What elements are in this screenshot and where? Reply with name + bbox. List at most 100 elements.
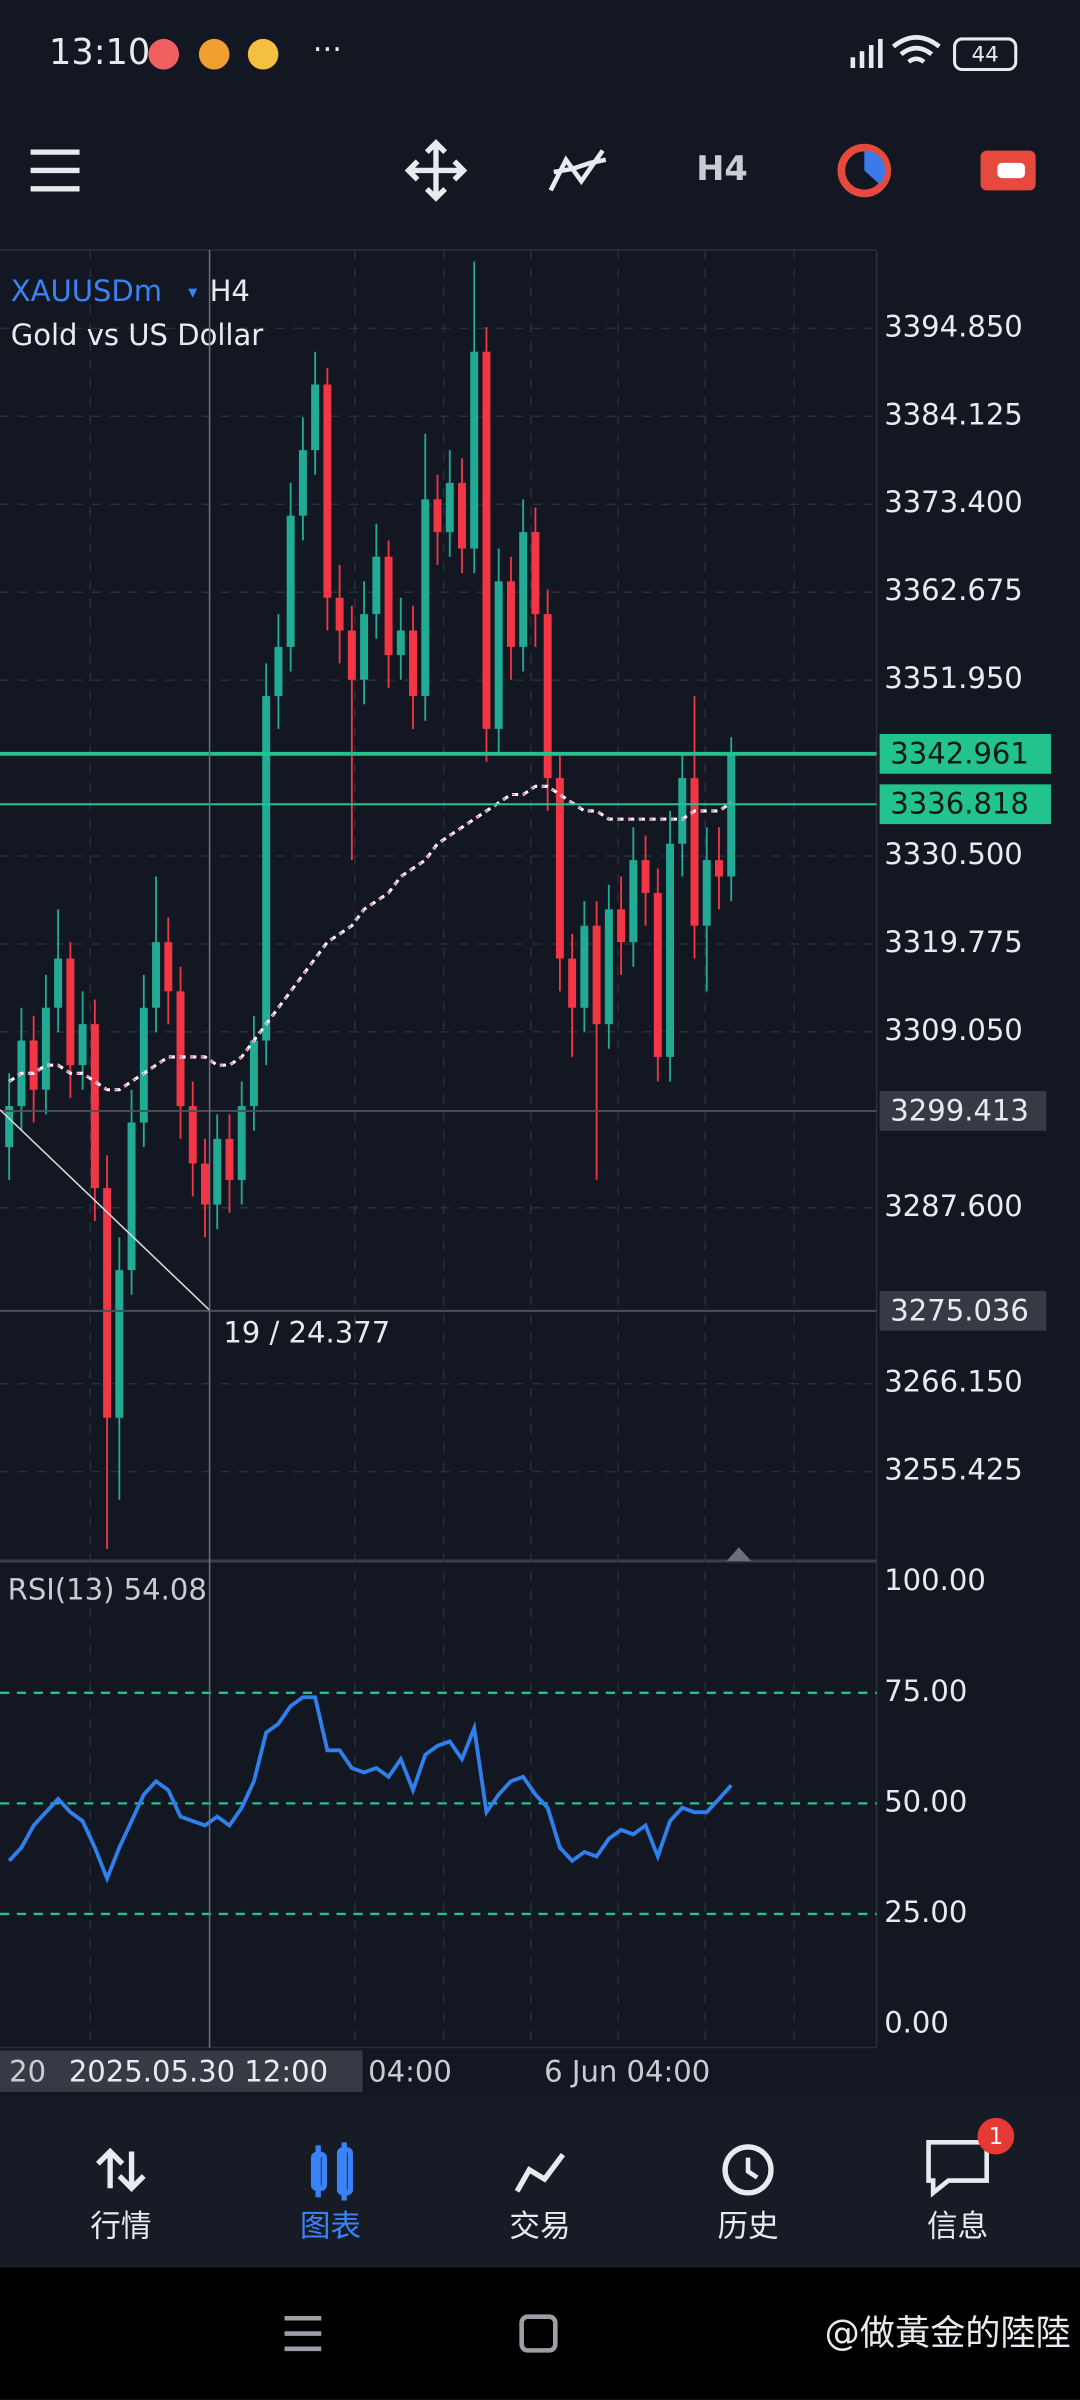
indicators-button[interactable] [548, 149, 607, 192]
candle-body [396, 630, 405, 656]
candle-body [90, 1024, 99, 1189]
candle-body [152, 942, 161, 1008]
x-label: 20 [9, 2054, 46, 2088]
rsi-tick-label: 75.00 [884, 1674, 967, 1708]
tab-label[interactable]: 历史 [717, 2209, 778, 2244]
rsi-tick-label: 100.00 [884, 1563, 986, 1597]
candle-body [470, 351, 479, 549]
candle-body [188, 1106, 197, 1164]
candle-body [727, 753, 736, 877]
y-tick-label: 3362.675 [884, 573, 1023, 607]
candle-body [641, 860, 650, 893]
candle-body [690, 778, 699, 926]
moving-average-shade [8, 785, 732, 1091]
y-tick-label: 3384.125 [884, 397, 1023, 431]
tab-label[interactable]: 交易 [509, 2209, 570, 2244]
tab-bar [0, 2096, 1080, 2268]
tab-label[interactable]: 信息 [927, 2209, 988, 2244]
candle-body [225, 1138, 234, 1180]
menu-button[interactable] [30, 149, 80, 192]
candle-body [262, 696, 271, 1041]
rsi-line [7, 1695, 733, 1884]
objects-button[interactable] [837, 143, 892, 198]
price-label-box [879, 733, 1051, 774]
crosshair-button[interactable] [404, 139, 468, 202]
candle-body [568, 958, 577, 1008]
candle-body [29, 1040, 38, 1090]
price-label-box [879, 1091, 1047, 1131]
candle-body [433, 499, 442, 533]
y-tick-label: 3255.425 [884, 1453, 1023, 1487]
price-label: 3299.413 [890, 1093, 1029, 1127]
price-label: 3275.036 [890, 1293, 1029, 1327]
candle-body [323, 384, 332, 598]
badge [977, 2117, 1015, 2155]
nav-home[interactable] [519, 2314, 558, 2353]
price-label: 3342.961 [890, 736, 1029, 770]
y-tick-label: 3319.775 [884, 925, 1023, 959]
tab-icon [96, 2147, 146, 2193]
candle-body [666, 843, 675, 1057]
rsi-title: RSI(13) 54.08 [8, 1573, 207, 1607]
candle-body [347, 630, 356, 680]
candle-body [494, 581, 503, 729]
y-tick-label: 3309.050 [884, 1013, 1023, 1047]
tab-icon [310, 2142, 353, 2201]
candle-body [335, 597, 344, 631]
candle-body [580, 925, 589, 1008]
symbol[interactable]: XAUUSDm [11, 274, 162, 308]
battery-level: 44 [972, 43, 999, 68]
candle-body [702, 860, 711, 926]
objects-button-part [864, 150, 886, 185]
candle-body [164, 942, 173, 992]
x-label: 04:00 [368, 2054, 452, 2088]
candle-body [715, 860, 723, 877]
candle-body [372, 556, 381, 615]
candle-body [103, 1188, 112, 1418]
rsi-tick-label: 50.00 [884, 1784, 967, 1818]
candle-body [653, 892, 662, 1057]
tab-label[interactable]: 行情 [90, 2209, 151, 2244]
trade-button-part [997, 162, 1025, 179]
y-tick-label: 3330.500 [884, 837, 1023, 871]
candle-body [629, 860, 638, 943]
candle-body [543, 614, 552, 779]
measure-line [0, 1109, 211, 1311]
candle-body [311, 384, 320, 451]
collapse-handle[interactable] [726, 1547, 752, 1562]
candle-body [286, 515, 295, 647]
candle-body [531, 532, 540, 615]
x-crosshair-label: 2025.05.30 12:00 [69, 2054, 328, 2088]
candle-body [213, 1138, 222, 1205]
tab-icon [722, 2144, 774, 2196]
x-label: 6 Jun 04:00 [544, 2054, 710, 2088]
candle-body [298, 450, 307, 516]
chart-layer: 3394.850 3384.125 3373.400 3362.675 3351.950… [0, 261, 1051, 2039]
notif-icon [148, 38, 179, 70]
vertical-grid [89, 250, 795, 2048]
candle-body [78, 1024, 87, 1066]
candle-body [458, 482, 466, 549]
timeframe-button[interactable]: H4 [696, 149, 748, 188]
candle-body [445, 482, 454, 533]
candle-body [115, 1270, 124, 1418]
symbol-dropdown: ▾ [188, 282, 198, 303]
candle-body [604, 909, 613, 1025]
price-label: 3336.818 [890, 787, 1029, 821]
candle-body [41, 1007, 50, 1090]
badge-count: 1 [989, 2124, 1004, 2150]
y-tick-label: 3351.950 [884, 661, 1023, 695]
status-time: 13:10 [49, 32, 150, 73]
y-tick-label: 3394.850 [884, 309, 1023, 343]
tab-label[interactable]: 图表 [300, 2209, 361, 2244]
candle-body [384, 556, 393, 656]
nav-menu[interactable] [284, 2315, 322, 2352]
candle-body [201, 1163, 209, 1205]
candle-body [519, 532, 528, 647]
candle-body [127, 1122, 136, 1271]
y-tick-label: 3373.400 [884, 485, 1023, 519]
candle-body [139, 1007, 148, 1123]
candle-body [482, 351, 491, 729]
